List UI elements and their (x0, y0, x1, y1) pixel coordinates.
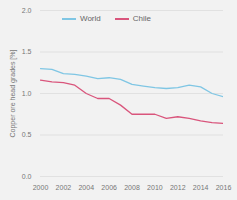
svg-text:Copper ore head grades [%]: Copper ore head grades [%] (9, 49, 17, 137)
svg-text:0.0: 0.0 (22, 173, 32, 180)
svg-text:2012: 2012 (170, 184, 186, 191)
svg-text:0.5: 0.5 (22, 131, 32, 138)
svg-text:2008: 2008 (124, 184, 140, 191)
svg-text:2002: 2002 (56, 184, 72, 191)
svg-text:2.0: 2.0 (22, 7, 32, 14)
svg-text:2010: 2010 (147, 184, 163, 191)
svg-text:1.5: 1.5 (22, 48, 32, 55)
svg-text:2004: 2004 (78, 184, 94, 191)
html-text:Chile: Chile (132, 14, 151, 23)
svg-text:1.0: 1.0 (22, 90, 32, 97)
svg-text:2016: 2016 (216, 184, 232, 191)
html-text:World: World (80, 14, 101, 23)
svg-text:2000: 2000 (33, 184, 49, 191)
svg-text:2014: 2014 (193, 184, 209, 191)
svg-text:2006: 2006 (101, 184, 117, 191)
